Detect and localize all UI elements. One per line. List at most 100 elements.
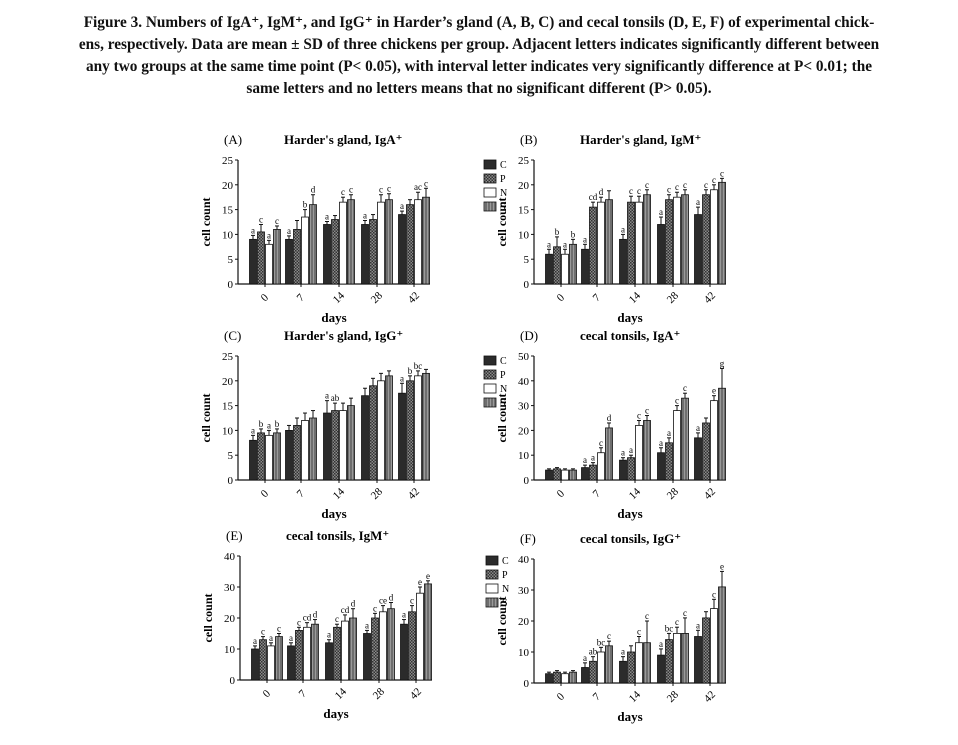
bar <box>265 243 273 285</box>
bar <box>665 199 673 285</box>
y-tick-label: 10 <box>224 644 236 656</box>
bar <box>311 623 319 681</box>
significance-label: a <box>325 212 329 222</box>
significance-label: d <box>313 610 318 620</box>
significance-label: c <box>712 175 716 185</box>
chart-panel: (F) cecal tonsils, IgG⁺ 0 10 20 30 40 cell coun… <box>495 531 726 724</box>
bar <box>561 253 569 285</box>
bar <box>339 410 347 481</box>
significance-label: ce <box>379 596 387 606</box>
panel-label: (D) <box>520 328 538 343</box>
bar <box>657 654 665 684</box>
significance-label: a <box>659 639 663 649</box>
y-axis-label: cell count <box>201 594 215 643</box>
bar <box>265 434 273 481</box>
panel-label: (E) <box>226 528 243 543</box>
legend-swatch <box>483 369 497 380</box>
bar <box>673 410 681 481</box>
bar <box>379 611 387 681</box>
y-tick-label: 40 <box>518 376 530 388</box>
y-tick-label: 20 <box>222 376 234 388</box>
bar <box>387 608 395 681</box>
significance-label: c <box>637 186 641 196</box>
chart-title: Harder's gland, IgM⁺ <box>580 132 701 147</box>
significance-label: c <box>259 214 263 224</box>
x-axis-label: days <box>321 506 346 521</box>
bar <box>718 181 726 285</box>
y-axis-label: cell count <box>495 597 509 646</box>
bar <box>406 204 414 285</box>
significance-label: e <box>712 386 716 396</box>
chart-title: Harder's gland, IgA⁺ <box>284 132 402 147</box>
significance-label: c <box>645 180 649 190</box>
significance-label: ab <box>589 647 598 657</box>
bar <box>416 592 424 681</box>
legend-swatch <box>485 597 499 608</box>
y-tick-label: 20 <box>222 180 234 192</box>
bar <box>249 238 257 285</box>
legend-label: P <box>502 570 508 581</box>
significance-label: c <box>379 185 383 195</box>
bar <box>385 199 393 285</box>
bar <box>702 422 710 481</box>
bar <box>371 617 379 681</box>
x-tick-label: 7 <box>297 687 310 700</box>
bar <box>597 651 605 684</box>
x-tick-label: 7 <box>591 690 604 703</box>
significance-label: a <box>400 373 404 383</box>
caption-line: Figure 3. Numbers of IgA⁺, IgM⁺, and IgG… <box>83 14 875 31</box>
x-tick-label: 14 <box>331 485 348 502</box>
bar <box>718 387 726 481</box>
significance-label: c <box>410 596 414 606</box>
x-tick-label: 14 <box>627 289 644 306</box>
significance-label: a <box>251 225 255 235</box>
x-tick-label: 42 <box>702 486 718 502</box>
y-tick-label: 25 <box>222 155 234 167</box>
bar <box>251 648 259 681</box>
significance-label: c <box>704 180 708 190</box>
legend-swatch <box>485 583 499 594</box>
bar <box>694 437 702 481</box>
bar <box>605 427 613 481</box>
bar <box>424 583 432 681</box>
significance-label: c <box>607 631 611 641</box>
significance-label: a <box>659 438 663 448</box>
chart-title: Harder's gland, IgG⁺ <box>284 328 403 343</box>
x-tick-label: 14 <box>331 289 348 306</box>
x-tick-label: 7 <box>295 291 308 304</box>
bar <box>635 201 643 285</box>
bar <box>643 642 651 684</box>
x-tick-label: 42 <box>406 290 422 306</box>
bar <box>553 671 561 684</box>
bar <box>681 194 689 285</box>
significance-label: c <box>645 406 649 416</box>
bar <box>293 425 301 481</box>
x-axis-label: days <box>617 310 642 325</box>
significance-label: b <box>275 419 280 429</box>
y-tick-label: 20 <box>224 613 236 625</box>
significance-label: e <box>418 577 422 587</box>
x-axis-label: days <box>617 506 642 521</box>
significance-label: bc <box>597 637 606 647</box>
y-tick-label: 25 <box>518 155 530 167</box>
y-tick-label: 30 <box>518 585 530 597</box>
y-tick-label: 10 <box>518 229 530 241</box>
bar <box>553 246 561 285</box>
caption-line: any two groups at the same time point (P… <box>86 58 872 75</box>
x-tick-label: 14 <box>627 688 644 705</box>
bar <box>285 430 293 481</box>
y-tick-label: 20 <box>518 180 530 192</box>
significance-label: a <box>591 453 595 463</box>
x-tick-label: 28 <box>665 688 682 705</box>
bar <box>309 417 317 481</box>
legend-swatch <box>483 355 497 366</box>
x-tick-label: 7 <box>295 487 308 500</box>
x-tick-label: 0 <box>555 487 568 500</box>
significance-label: b <box>408 366 413 376</box>
significance-label: a <box>402 610 406 620</box>
x-tick-label: 28 <box>369 485 386 502</box>
panel-label: (C) <box>224 328 241 343</box>
significance-label: d <box>311 185 316 195</box>
bar <box>589 464 597 481</box>
